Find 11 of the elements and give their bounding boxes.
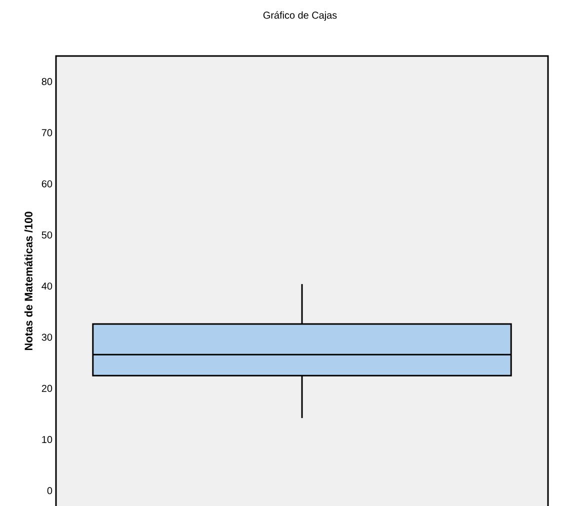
- y-tick-label: 70: [42, 129, 52, 136]
- y-axis-title: Notas de Matemáticas /100: [24, 212, 33, 350]
- y-tick-label: 50: [42, 231, 52, 238]
- y-tick-label: 0: [47, 487, 52, 494]
- y-tick-label: 30: [42, 334, 52, 341]
- y-tick-label: 10: [42, 436, 52, 444]
- y-tick-label: 20: [42, 384, 52, 392]
- chart-title: Gráfico de Cajas: [263, 11, 337, 21]
- y-tick-label: 40: [42, 282, 52, 290]
- y-tick-label: 60: [42, 180, 52, 188]
- y-tick-label: 80: [42, 78, 52, 86]
